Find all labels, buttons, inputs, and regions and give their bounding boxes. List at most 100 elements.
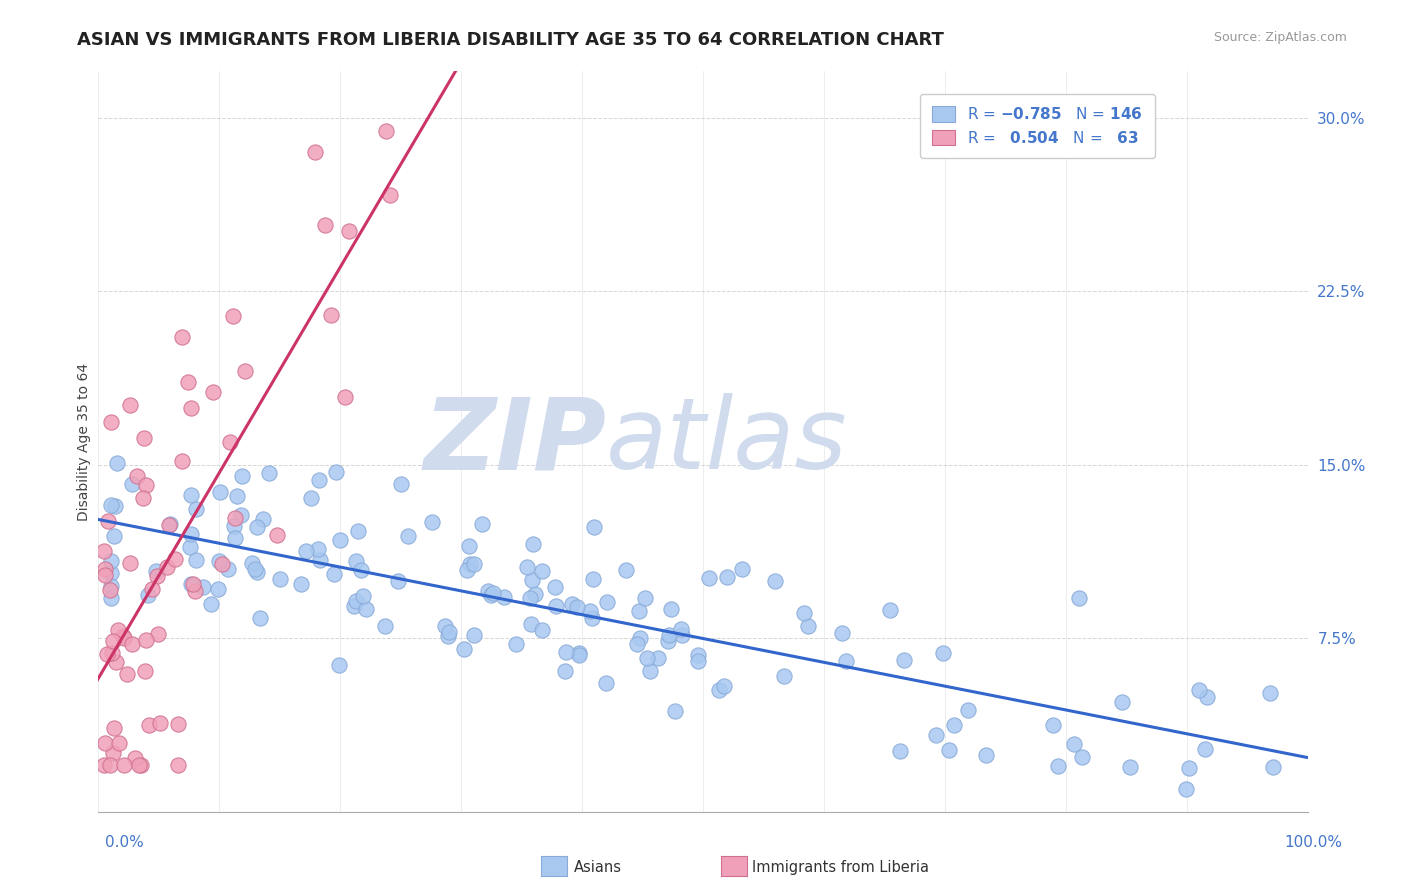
Point [457, 539, 479, 553]
Text: ASIAN VS IMMIGRANTS FROM LIBERIA DISABILITY AGE 35 TO 64 CORRELATION CHART: ASIAN VS IMMIGRANTS FROM LIBERIA DISABIL… [77, 31, 945, 49]
Point [519, 591, 541, 605]
Point [716, 570, 738, 584]
Point [659, 602, 682, 616]
Point [335, 391, 357, 405]
Point [240, 557, 263, 571]
Point [579, 604, 602, 618]
Point [531, 564, 554, 578]
Point [437, 624, 460, 639]
Point [172, 454, 194, 468]
Point [471, 517, 494, 532]
Point [307, 541, 329, 556]
Point [115, 666, 138, 681]
Point [544, 599, 567, 614]
Point [103, 746, 125, 760]
Point [626, 637, 648, 651]
Point [245, 520, 267, 534]
Point [100, 579, 122, 593]
Point [112, 631, 135, 645]
Point [925, 728, 948, 742]
Point [121, 477, 143, 491]
Point [105, 655, 128, 669]
Point [131, 491, 153, 506]
Point [104, 500, 127, 514]
Point [628, 632, 651, 646]
Point [347, 524, 370, 539]
Point [516, 559, 538, 574]
Point [128, 758, 150, 772]
Point [481, 586, 503, 600]
Point [582, 520, 605, 534]
Point [180, 401, 202, 415]
Point [101, 646, 124, 660]
Point [180, 577, 202, 591]
Point [224, 511, 246, 525]
Point [647, 651, 669, 665]
Point [166, 717, 188, 731]
Point [374, 619, 396, 633]
Point [208, 485, 231, 500]
Point [314, 218, 336, 232]
Point [730, 562, 752, 576]
Point [93, 543, 115, 558]
Point [132, 431, 155, 445]
Point [879, 602, 901, 616]
Point [463, 628, 485, 642]
Point [134, 665, 156, 679]
Point [387, 574, 409, 588]
Point [135, 478, 157, 492]
Point [763, 574, 786, 588]
Point [211, 558, 233, 572]
Point [568, 646, 591, 660]
Point [97, 514, 120, 528]
Point [354, 602, 377, 616]
Point [544, 580, 567, 594]
Point [1175, 781, 1198, 796]
Point [136, 588, 159, 602]
Point [713, 679, 735, 693]
Point [208, 554, 231, 568]
Y-axis label: Disability Age 35 to 64: Disability Age 35 to 64 [77, 362, 91, 521]
Point [1258, 686, 1281, 700]
Point [100, 498, 122, 512]
Point [697, 571, 720, 585]
Point [224, 531, 246, 545]
Point [328, 657, 350, 672]
Point [100, 591, 122, 605]
Point [100, 415, 122, 429]
Text: 100.0%: 100.0% [1285, 836, 1343, 850]
Point [100, 566, 122, 580]
Point [222, 309, 245, 323]
Point [1047, 759, 1070, 773]
Point [226, 489, 249, 503]
Point [797, 619, 820, 633]
Point [479, 588, 502, 602]
Point [100, 554, 122, 568]
Point [561, 597, 583, 611]
Point [222, 519, 245, 533]
Point [436, 629, 458, 643]
Point [456, 562, 478, 576]
Point [893, 653, 915, 667]
Point [889, 744, 911, 758]
Point [98, 758, 121, 772]
Point [108, 736, 131, 750]
Point [101, 634, 124, 648]
Point [180, 488, 202, 502]
Point [309, 553, 332, 567]
Point [166, 758, 188, 772]
Point [943, 718, 966, 732]
Point [138, 717, 160, 731]
Point [1188, 683, 1211, 698]
Point [145, 569, 167, 583]
Point [595, 676, 617, 690]
Point [299, 491, 322, 505]
Point [688, 648, 710, 662]
Point [156, 560, 179, 574]
Point [638, 665, 661, 679]
Point [531, 623, 554, 637]
Point [295, 543, 318, 558]
Point [201, 384, 224, 399]
Point [304, 145, 326, 160]
Point [492, 590, 515, 604]
